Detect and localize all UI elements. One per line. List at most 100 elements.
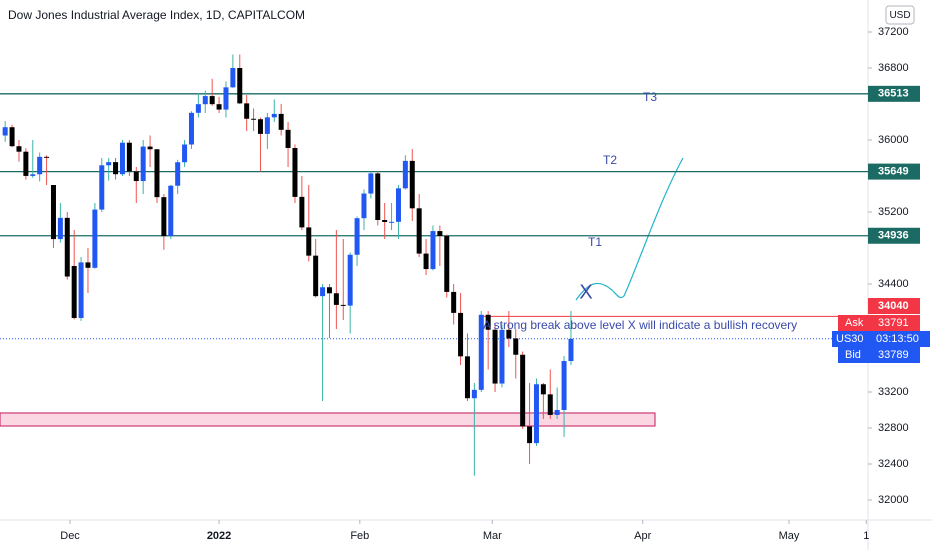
candle-body [147,146,153,150]
candle-body [161,197,167,237]
ask-label: Ask [845,317,864,329]
candle-body [368,173,374,194]
candle-body [257,119,263,134]
candle-body [57,217,63,240]
resistance-price-box [868,298,920,314]
candle-body [568,338,574,362]
candle-body [271,113,277,118]
candle-body [451,291,457,313]
candle-body [202,96,208,105]
level-price: 34936 [878,230,909,242]
candle-body [326,287,332,294]
x-tick-label: Mar [483,530,502,542]
candle-body [278,113,284,130]
candle-body [30,174,36,176]
target-label: T3 [643,90,657,104]
candle-body [506,329,512,339]
candle-body [85,262,91,268]
candle-body [471,389,477,399]
y-tick-label: 32000 [878,494,909,506]
candle-body [168,185,174,237]
candle-body [458,312,464,357]
candle-body [520,354,526,427]
x-mark: X [579,281,592,303]
candle-body [2,127,8,136]
candle-body [230,68,236,88]
resistance-price: 34040 [878,300,909,312]
candle-body [492,329,498,384]
y-tick-label: 36800 [878,62,909,74]
symbol: US30 [836,333,864,345]
candle-body [244,103,250,119]
x-tick-label: Apr [634,530,651,542]
candle-body [133,171,139,182]
candle-body [320,287,326,297]
candle-body [395,188,401,222]
candle-body [113,162,119,175]
candle-body [347,254,353,306]
currency-box[interactable] [885,5,915,25]
candle-body [499,329,505,384]
candle-body [464,356,470,399]
y-tick-label: 35200 [878,206,909,218]
candle-body [416,208,422,254]
candle-body [92,209,98,268]
annotation: A strong break above level X will indica… [483,318,797,332]
candle-body [382,220,388,222]
candle-body [375,173,381,221]
candle-body [423,253,429,270]
candle-body [154,149,160,198]
candle-body [354,218,360,255]
x-tick-label: Dec [60,530,80,542]
candle-body [209,96,215,105]
candle-body [71,266,77,319]
candle-body [402,160,408,189]
level-price-box [868,227,920,244]
candle-body [533,384,539,444]
y-tick-label: 32800 [878,422,909,434]
candle-body [389,221,395,223]
candle-body [126,142,132,172]
plot [0,54,868,476]
candle-body [430,231,436,270]
y-tick-label: 33200 [878,386,909,398]
x-tick-label: Feb [350,530,369,542]
candle-body [99,165,105,210]
candle-body [561,361,567,410]
y-tick-label: 32400 [878,458,909,470]
symbol-box [832,331,930,347]
x-tick-label: May [779,530,800,542]
bid-box [838,347,920,363]
candle-body [9,127,15,147]
candle-body [64,217,70,277]
y-tick-label: 37200 [878,26,909,38]
candle-body [478,314,484,390]
candle-body [106,162,112,166]
x-tick-label: 2022 [207,530,231,542]
candle-body [527,426,533,444]
candle-body [188,112,194,145]
candle-body [285,129,291,149]
chart-title: Dow Jones Industrial Average Index, 1D, … [8,8,305,22]
candle-body [44,156,50,158]
candle-body [513,338,519,355]
candle-body [540,384,546,395]
currency: USD [889,10,910,21]
candle-body [444,235,450,292]
countdown: 03:13:50 [876,333,919,345]
bid-price: 33789 [878,349,909,361]
candle-body [306,227,312,256]
candle-body [237,68,243,104]
projection-path [575,157,684,301]
candle-body [299,196,305,228]
level-price-box [868,85,920,102]
bid-label: Bid [845,349,861,361]
candle-body [437,231,443,236]
candle-body [175,162,181,186]
ask-box [838,315,920,331]
candle-body [50,185,56,240]
candle-body [78,262,84,319]
candle-body [251,118,257,120]
candle-body [313,255,319,297]
candle-body [292,148,298,197]
